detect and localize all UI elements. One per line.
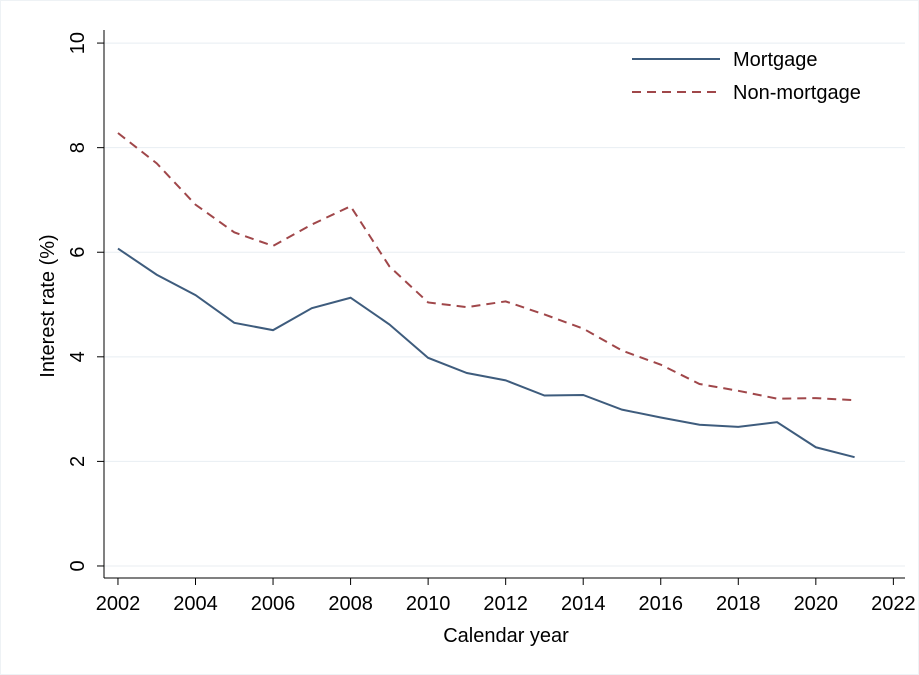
x-tick-label: 2022 bbox=[871, 593, 916, 615]
x-tick-label: 2020 bbox=[794, 593, 839, 615]
legend-label: Non-mortgage bbox=[733, 82, 861, 104]
series-line bbox=[117, 132, 855, 402]
y-tick-label: 0 bbox=[67, 560, 89, 571]
x-tick-label: 2014 bbox=[561, 593, 606, 615]
y-tick-label: 10 bbox=[67, 32, 89, 54]
y-tick-label: 6 bbox=[67, 247, 89, 258]
x-tick-label: 2010 bbox=[406, 593, 451, 615]
x-axis-label: Calendar year bbox=[443, 625, 569, 647]
x-tick-label: 2002 bbox=[96, 593, 141, 615]
x-tick-label: 2012 bbox=[483, 593, 528, 615]
y-tick-label: 4 bbox=[67, 351, 89, 362]
series-line bbox=[117, 247, 855, 459]
x-tick-label: 2008 bbox=[328, 593, 373, 615]
y-axis-label: Interest rate (%) bbox=[37, 234, 59, 377]
y-tick-label: 8 bbox=[67, 142, 89, 153]
x-tick-label: 2006 bbox=[251, 593, 296, 615]
legend-label: Mortgage bbox=[733, 49, 818, 71]
x-tick-label: 2016 bbox=[638, 593, 683, 615]
x-tick-label: 2018 bbox=[716, 593, 761, 615]
x-tick-label: 2004 bbox=[173, 593, 218, 615]
y-tick-label: 2 bbox=[67, 456, 89, 467]
